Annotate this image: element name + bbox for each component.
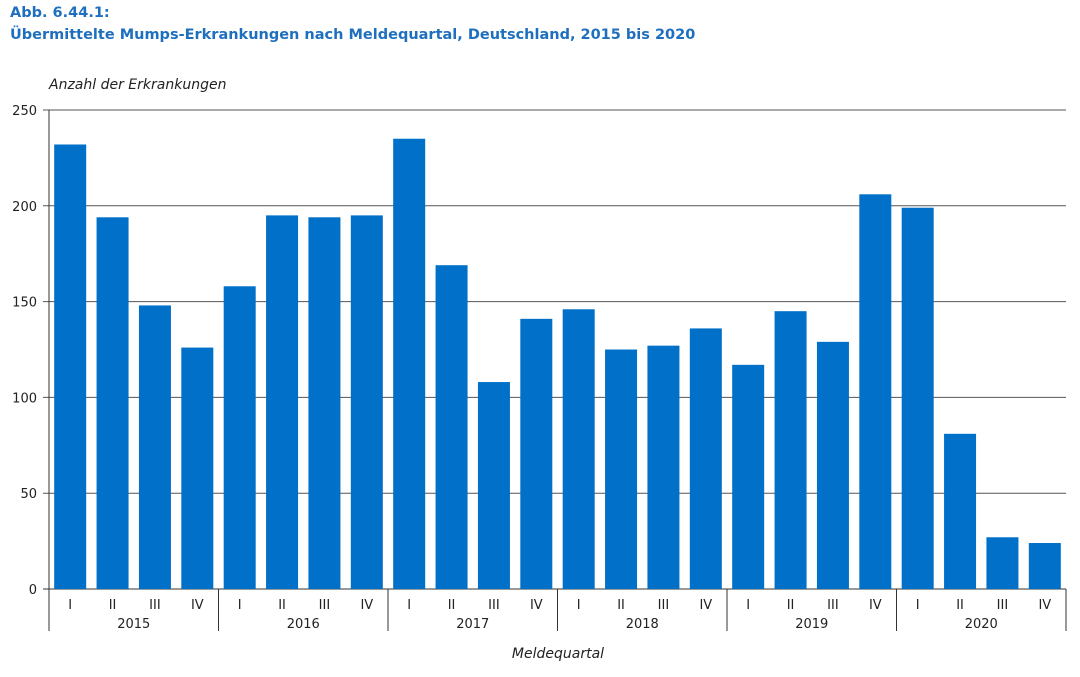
quarter-tick-label: I xyxy=(407,598,411,613)
y-tick-label: 0 xyxy=(29,583,37,598)
bar xyxy=(647,345,680,589)
figure-label: Abb. 6.44.1: xyxy=(10,5,110,21)
quarter-tick-label: II xyxy=(617,598,625,613)
quarter-tick-label: III xyxy=(997,598,1009,613)
quarter-tick-label: I xyxy=(68,598,72,613)
quarter-tick-label: IV xyxy=(530,598,543,613)
bar xyxy=(859,194,892,589)
bar xyxy=(223,286,256,589)
y-tick-label: 200 xyxy=(12,200,37,215)
bar xyxy=(901,207,934,589)
year-label: 2018 xyxy=(626,617,659,632)
quarter-tick-label: II xyxy=(448,598,456,613)
year-label: 2015 xyxy=(117,617,150,632)
bar xyxy=(732,364,765,589)
bar xyxy=(96,217,129,589)
bar xyxy=(138,305,171,589)
quarter-tick-label: III xyxy=(149,598,161,613)
bar xyxy=(562,309,595,589)
bar xyxy=(308,217,341,589)
bar xyxy=(816,341,849,589)
bar xyxy=(477,382,510,589)
bar xyxy=(520,318,553,589)
quarter-tick-label: III xyxy=(658,598,670,613)
quarter-tick-label: II xyxy=(956,598,964,613)
bar xyxy=(605,349,638,589)
y-axis-label: Anzahl der Erkrankungen xyxy=(49,77,227,93)
quarter-tick-label: I xyxy=(577,598,581,613)
quarter-tick-label: II xyxy=(109,598,117,613)
chart-title: Übermittelte Mumps-Erkrankungen nach Mel… xyxy=(10,27,696,43)
quarter-tick-label: I xyxy=(916,598,920,613)
quarter-tick-label: III xyxy=(319,598,331,613)
bar xyxy=(774,311,807,589)
y-tick-label: 250 xyxy=(12,104,37,119)
quarter-tick-label: IV xyxy=(360,598,373,613)
bar xyxy=(54,144,87,589)
year-label: 2019 xyxy=(795,617,828,632)
bar xyxy=(944,433,977,589)
year-label: 2016 xyxy=(287,617,320,632)
y-tick-label: 50 xyxy=(20,487,37,502)
quarter-tick-label: III xyxy=(827,598,839,613)
bar xyxy=(350,215,383,589)
bar xyxy=(181,347,214,589)
quarter-tick-label: IV xyxy=(699,598,712,613)
bar xyxy=(689,328,722,589)
y-tick-label: 150 xyxy=(12,296,37,311)
quarter-tick-label: III xyxy=(488,598,500,613)
bar xyxy=(435,265,468,589)
x-axis-label: Meldequartal xyxy=(511,646,605,662)
quarter-tick-label: II xyxy=(278,598,286,613)
bar xyxy=(1028,543,1061,589)
year-label: 2017 xyxy=(456,617,489,632)
quarter-tick-label: IV xyxy=(191,598,204,613)
bar xyxy=(393,138,426,590)
quarter-tick-label: I xyxy=(238,598,242,613)
bar xyxy=(986,537,1019,589)
y-tick-label: 100 xyxy=(12,391,37,406)
quarter-tick-label: II xyxy=(787,598,795,613)
bar xyxy=(266,215,299,589)
quarter-tick-label: IV xyxy=(1038,598,1051,613)
quarter-tick-label: IV xyxy=(869,598,882,613)
quarter-tick-label: I xyxy=(746,598,750,613)
year-label: 2020 xyxy=(965,617,998,632)
